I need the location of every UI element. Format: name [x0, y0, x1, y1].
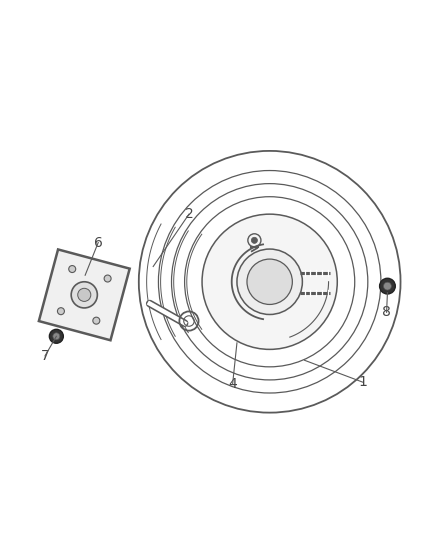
- Circle shape: [104, 275, 111, 282]
- Text: 7: 7: [41, 349, 49, 363]
- Text: 2: 2: [184, 207, 193, 221]
- Text: 8: 8: [381, 305, 390, 319]
- Circle shape: [53, 333, 60, 340]
- Circle shape: [57, 308, 64, 314]
- Circle shape: [201, 214, 336, 350]
- Text: 4: 4: [228, 377, 237, 391]
- Circle shape: [71, 282, 97, 308]
- Circle shape: [379, 278, 394, 294]
- Circle shape: [251, 237, 257, 244]
- Polygon shape: [39, 249, 129, 340]
- Circle shape: [247, 259, 292, 304]
- Circle shape: [92, 317, 99, 324]
- Circle shape: [69, 265, 75, 272]
- Circle shape: [237, 249, 302, 314]
- Circle shape: [78, 288, 91, 301]
- Text: 6: 6: [94, 236, 102, 249]
- Text: 1: 1: [357, 375, 366, 389]
- Circle shape: [49, 329, 63, 343]
- Circle shape: [383, 282, 391, 290]
